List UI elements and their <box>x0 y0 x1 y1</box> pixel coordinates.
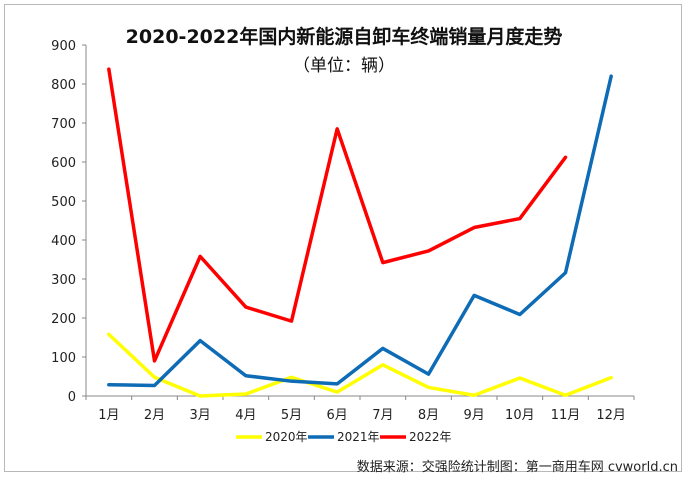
chart-series <box>107 67 613 398</box>
y-tick-label: 0 <box>68 390 76 405</box>
chart-legend: 2020年 2021年 2022年 <box>236 430 452 444</box>
y-tick-label: 500 <box>51 195 76 210</box>
x-tick-label: 6月 <box>327 408 348 423</box>
x-tick-label: 4月 <box>235 408 256 423</box>
y-tick-label: 400 <box>51 234 76 249</box>
legend-label: 2020年 <box>265 430 308 444</box>
x-tick-label: 10月 <box>505 408 535 423</box>
series-line-2021年 <box>107 74 613 388</box>
series-line-2020年 <box>107 332 613 398</box>
chart-axes: 0 100 200 300 400 500 600 700 800 900 1月 2月 3月 4月 5月 6月… <box>51 39 635 423</box>
y-tick-label: 700 <box>51 117 76 132</box>
y-tick-label: 200 <box>51 312 76 327</box>
y-tick-label: 100 <box>51 351 76 366</box>
x-tick-label: 7月 <box>372 408 393 423</box>
x-tick-label: 5月 <box>281 408 302 423</box>
x-tick-label: 2月 <box>144 408 165 423</box>
legend-label: 2021年 <box>337 430 380 444</box>
chart-subtitle: （单位：辆） <box>293 56 395 76</box>
series-line-2022年 <box>107 67 568 363</box>
y-tick-label: 800 <box>51 78 76 93</box>
chart-title: 2020-2022年国内新能源自卸车终端销量月度走势 <box>125 26 563 48</box>
x-tick-label: 12月 <box>596 408 626 423</box>
data-source-note: 数据来源：交强险统计制图：第一商用车网 cvworld.cn <box>356 460 678 475</box>
y-tick-label: 600 <box>51 156 76 171</box>
x-tick-label: 9月 <box>464 408 485 423</box>
x-tick-label: 3月 <box>190 408 211 423</box>
y-tick-label: 900 <box>51 39 76 54</box>
x-tick-label: 11月 <box>551 408 581 423</box>
x-tick-label: 1月 <box>98 408 119 423</box>
legend-label: 2022年 <box>409 430 452 444</box>
x-tick-label: 8月 <box>418 408 439 423</box>
y-tick-label: 300 <box>51 273 76 288</box>
